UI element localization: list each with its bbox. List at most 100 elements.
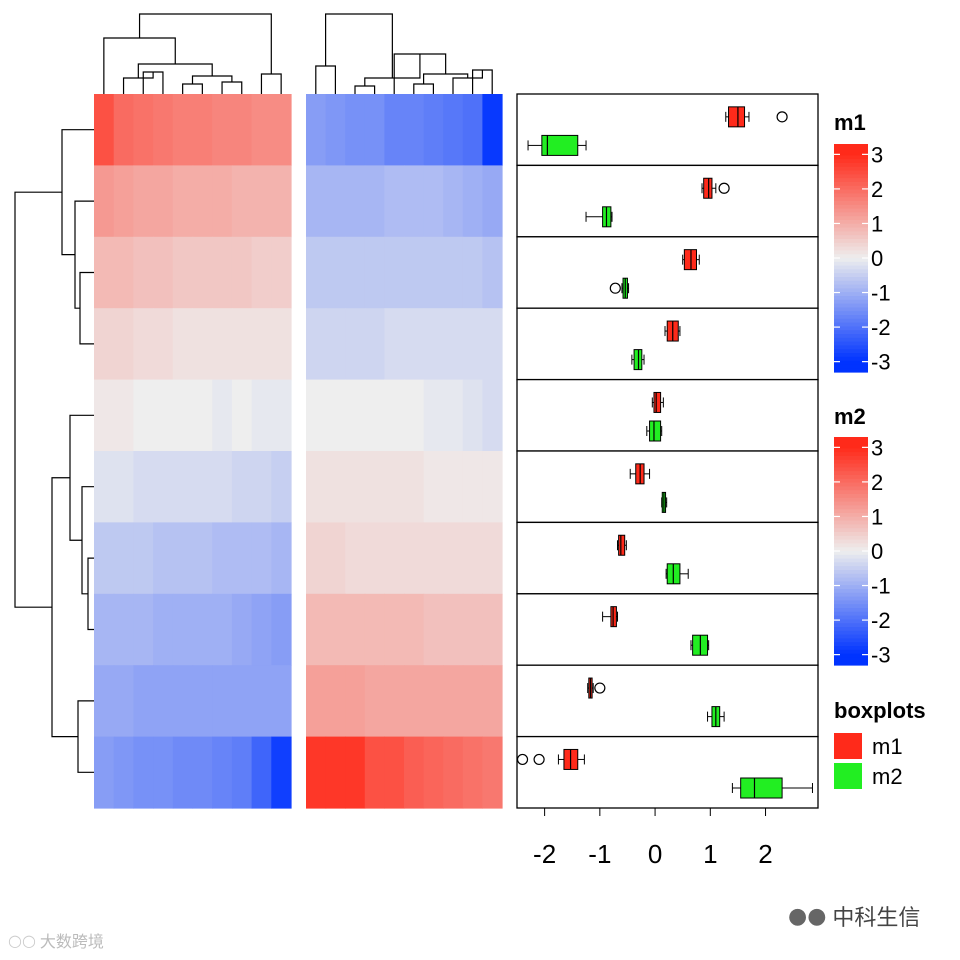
legend-m1-gradient-step xyxy=(834,288,868,293)
legend-m2-gradient-step xyxy=(834,532,868,537)
legend-m2-gradient-step xyxy=(834,649,868,655)
heatmap-m1-cell xyxy=(133,451,154,523)
heatmap-m2-cell xyxy=(423,593,444,666)
legend-boxplots-label-m1: m1 xyxy=(872,734,903,759)
heatmap-m2-cell xyxy=(384,451,405,523)
legend-m1-gradient-step xyxy=(834,258,868,263)
heatmap-m2-cell xyxy=(404,379,425,452)
heatmap-m2-cell xyxy=(384,593,405,666)
heatmap-m2-cell xyxy=(443,451,464,523)
heatmap-m1-cell xyxy=(212,665,233,738)
legend-m2-gradient-step xyxy=(834,539,868,544)
heatmap-m2-cell xyxy=(306,451,327,523)
column-dendrogram-branch xyxy=(103,37,176,94)
heatmap-m1-cell xyxy=(133,736,154,809)
boxplot-box-m2 xyxy=(649,420,662,442)
heatmap-m2-cell xyxy=(404,593,425,666)
heatmap-m2-cell xyxy=(325,94,346,166)
legend-m1-gradient-step xyxy=(834,273,868,278)
heatmap-m2-cell xyxy=(404,236,425,309)
legend-m1-gradient-step xyxy=(834,246,868,251)
heatmap-m2-cell xyxy=(325,593,346,666)
legend-tick-label: 1 xyxy=(871,211,883,236)
heatmap-m2-cell xyxy=(482,593,503,666)
legend-m1-gradient-step xyxy=(834,356,868,362)
heatmap-m2-cell xyxy=(364,165,385,238)
heatmap-m2-cell xyxy=(384,236,405,309)
legend-tick-label: 3 xyxy=(871,435,883,460)
heatmap-m1-cell xyxy=(153,94,174,166)
legend-m1-gradient-step xyxy=(834,368,868,373)
legend-m1-gradient-step xyxy=(834,277,868,282)
heatmap-m1-cell xyxy=(94,736,115,809)
legend-m2-gradient-step xyxy=(834,570,868,575)
boxplot-row-frame xyxy=(516,164,819,238)
boxplot-outlier xyxy=(718,182,730,194)
heatmap-m1-cell xyxy=(133,236,154,309)
heatmap-m1-cell xyxy=(153,379,174,452)
heatmap-m1-cell xyxy=(94,522,115,595)
heatmap-m1-cell xyxy=(251,379,272,452)
heatmap-m1-cell xyxy=(192,451,213,523)
boxplot-row-frame xyxy=(516,378,819,452)
heatmap-m2-cell xyxy=(364,665,385,738)
legend-tick-label: 0 xyxy=(871,539,883,564)
heatmap-m1-cell xyxy=(113,593,134,666)
legend-boxplots-swatch-m2 xyxy=(834,763,862,789)
legend-tick-label: -1 xyxy=(871,574,891,599)
legend-tick-label: 0 xyxy=(871,246,883,271)
row-dendrogram-branch xyxy=(51,477,78,738)
heatmap-m2-cell xyxy=(364,522,385,595)
heatmap-m1-cell xyxy=(153,165,174,238)
legend-m1-gradient-step xyxy=(834,296,868,301)
heatmap-m2-cell xyxy=(306,593,327,666)
row-dendrogram-branch xyxy=(14,191,62,608)
legend-m2-gradient-step xyxy=(834,509,868,514)
legend-m1-gradient-step xyxy=(834,235,868,240)
heatmap-m1-cell xyxy=(212,94,233,166)
watermark-right: ●● 中科生信 xyxy=(788,900,920,932)
legend-m2-gradient-step xyxy=(834,646,868,651)
heatmap-m2-cell xyxy=(345,94,366,166)
heatmap-m2-cell xyxy=(384,94,405,166)
heatmap-m1-cell xyxy=(251,736,272,809)
heatmap-m2-cell xyxy=(364,593,385,666)
legend-m1-gradient-step xyxy=(834,208,868,213)
legend-tick-label: -2 xyxy=(871,315,891,340)
boxplot-box-m2 xyxy=(541,134,579,156)
heatmap-m1-cell xyxy=(231,308,253,381)
legend-m2-gradient-step xyxy=(834,661,868,666)
heatmap-m1-cell xyxy=(172,308,194,381)
heatmap-m1-cell xyxy=(271,94,292,166)
heatmap-m2-cell xyxy=(404,522,425,595)
legend-m2-gradient-step xyxy=(834,558,868,563)
row-dendrogram xyxy=(14,129,94,773)
heatmap-m2-cell xyxy=(306,665,327,738)
heatmap-m2-cell xyxy=(462,94,483,166)
heatmap-m1-cell xyxy=(172,593,194,666)
legend-m2-gradient-step xyxy=(834,596,868,601)
legend-m2-gradient-step xyxy=(834,623,868,628)
heatmap-m2-cell xyxy=(482,379,503,452)
boxplot-box-m2 xyxy=(740,777,783,799)
legend-m1-gradient-step xyxy=(834,337,868,343)
heatmap-m2-cell xyxy=(325,665,346,738)
heatmap-m1-cell xyxy=(192,665,213,738)
legend-m1-gradient-step xyxy=(834,212,868,217)
legend-m1-gradient-step xyxy=(834,204,868,210)
heatmap-m1-cell xyxy=(271,308,292,381)
legend-m2-gradient-step xyxy=(834,554,868,560)
heatmap-m1-cell xyxy=(172,451,194,523)
legend-m2-gradient-step xyxy=(834,494,868,499)
heatmap-m1-cell xyxy=(231,522,253,595)
legend-m1-gradient-step xyxy=(834,341,868,346)
legend-m2-gradient-step xyxy=(834,520,868,525)
heatmap-m1-cell xyxy=(172,522,194,595)
heatmap-m2-cell xyxy=(482,94,503,166)
column-dendrogram-branch xyxy=(354,85,376,94)
legend-m1-gradient-step xyxy=(834,185,868,191)
watermark-left-text: 大数跨境 xyxy=(39,932,104,951)
legend-m2-gradient-step xyxy=(834,501,868,506)
legend-m2-gradient-step xyxy=(834,448,868,453)
heatmap-m1-cell xyxy=(113,522,134,595)
